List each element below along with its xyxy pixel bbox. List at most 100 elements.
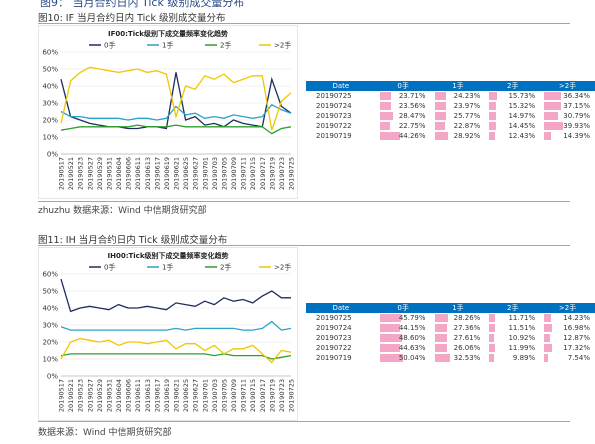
table-value-cell: 7.54% [540,353,595,363]
fig11-series-line-1 [60,320,292,331]
value-text: 22.87% [453,122,481,130]
fig10-ytick-0: 0% [47,151,58,159]
table-value-cell: 12.87% [540,333,595,343]
fig11-legend-label-1: 1手 [162,263,173,272]
value-text: 16.98% [563,324,590,332]
fig10-xtick-15: 20190701 [201,157,209,190]
value-text: 14.39% [563,132,590,140]
value-text: 23.56% [398,102,426,110]
value-text: 30.79% [563,112,590,120]
table-value-cell: 12.43% [485,131,540,141]
fig11-xtick-11: 20190619 [163,379,171,412]
fig11-ytick-6: 60% [42,271,58,279]
figure-11-source: 数据来源：Wind 中信期货研究部 [38,428,172,438]
table-row: 20190723 48.60% 27.61% 10.92% 12.87% [306,333,595,343]
fig10-legend-label-1: 1手 [162,41,173,50]
value-data-bar [544,122,563,130]
value-data-bar [489,334,495,342]
fig10-xtick-10: 20190617 [153,157,161,190]
value-data-bar [434,354,450,362]
table-date-cell: 20190725 [316,314,352,322]
value-text: 15.73% [508,92,536,100]
fig11-legend-label-3: >2手 [274,263,291,272]
fig10-ytick-5: 50% [42,66,58,74]
table-value-cell: 14.45% [485,121,540,131]
value-text: 28.92% [453,132,481,140]
table-value-cell: 26.06% [431,343,486,353]
figure-10-table-wrap: Date 0手 1手 2手 >2手 20190725 23.71% 24.23% 15.73% 3… [306,81,595,141]
figure-11-data-table: Date 0手 1手 2手 >2手 20190725 45.79% 28.26% 11.71% 1… [306,303,595,363]
value-text: 32.53% [453,354,481,362]
table-value-cell: 24.23% [431,91,486,101]
fig11-header-cell-4: >2手 [540,303,595,313]
value-text: 12.87% [563,334,590,342]
table-row: 20190723 28.47% 25.77% 14.97% 30.79% [306,111,595,121]
fig11-ytick-4: 40% [42,305,58,313]
table-date-cell: 20190719 [316,354,352,362]
table-value-cell: 48.60% [376,333,431,343]
table-value-cell: 14.97% [485,111,540,121]
fig11-xtick-8: 20190611 [134,379,142,412]
fig11-ytick-1: 10% [42,356,58,364]
table-value-cell: 11.99% [485,343,540,353]
figure-11-chart-panel: IH00:Tick级别下成交量频率变化趋势 0手 1手 2手 >2手 0% 10% 20% 30… [38,247,298,421]
fig11-xtick-16: 20190703 [211,379,219,412]
value-text: 14.97% [508,112,536,120]
value-data-bar [544,102,562,110]
fig10-xtick-22: 20190719 [268,157,276,190]
value-data-bar [544,92,561,100]
fig11-xtick-23: 20190723 [278,379,286,412]
value-text: 23.71% [398,92,426,100]
fig11-header-cell-3: 2手 [485,303,541,313]
value-data-bar [379,92,391,100]
table-row: 20190725 23.71% 24.23% 15.73% 36.34% [306,91,595,101]
fig10-xtick-5: 20190531 [105,157,113,190]
value-data-bar [489,102,497,110]
value-data-bar [379,344,401,352]
fig10-legend-label-3: >2手 [274,41,291,50]
value-data-bar [434,112,447,120]
value-data-bar [434,314,448,322]
fig10-xtick-8: 20190611 [134,157,142,190]
table-value-cell: 44.63% [376,343,431,353]
fig11-xtick-22: 20190719 [268,379,276,412]
fig10-xtick-24: 20190725 [288,157,296,190]
figure-11-line-chart: IH00:Tick级别下成交量频率变化趋势 0手 1手 2手 >2手 0% 10% 20% 30… [42,251,296,412]
value-text: 50.04% [398,354,426,362]
table-date-cell: 20190724 [316,102,352,110]
fig10-xtick-11: 20190619 [163,157,171,190]
fig10-xtick-12: 20190621 [173,157,181,190]
fig10-header-cell-0: Date [306,81,376,91]
fig10-xtick-7: 20190606 [125,157,133,190]
fig11-xtick-6: 20190604 [115,379,123,412]
table-date-cell: 20190724 [316,324,352,332]
value-data-bar [379,122,391,130]
fig11-xtick-9: 20190613 [144,379,152,412]
fig11-xtick-1: 20190521 [67,379,75,412]
fig11-xtick-13: 20190625 [182,379,190,412]
fig11-xtick-2: 20190523 [77,379,85,412]
table-value-cell: 17.32% [540,343,595,353]
fig10-header-cell-4: >2手 [540,81,595,91]
fig11-chart-title: IH00:Tick级别下成交量频率变化趋势 [108,251,229,260]
fig11-series-line-3 [60,337,292,364]
value-text: 7.54% [567,354,590,362]
table-value-cell: 39.93% [540,121,595,131]
fig11-legend-label-2: 2手 [220,263,231,272]
fig10-header-cell-3: 2手 [485,81,541,91]
value-text: 44.15% [398,324,426,332]
fig11-ytick-2: 20% [42,339,58,347]
figure-10-title: 图10: IF 当月合约日内 Tick 级别成交量分布 [38,13,226,24]
fig11-xtick-24: 20190725 [288,379,296,412]
fig10-xtick-16: 20190703 [211,157,219,190]
value-data-bar [544,132,551,140]
table-value-cell: 16.98% [540,323,595,333]
fig10-ytick-3: 30% [42,100,58,108]
value-text: 9.89% [512,354,536,362]
value-text: 27.36% [453,324,481,332]
value-text: 14.23% [563,314,590,322]
table-value-cell: 11.71% [485,313,540,323]
fig11-header-cell-0: Date [306,303,376,313]
value-data-bar [434,102,446,110]
value-text: 44.63% [398,344,426,352]
